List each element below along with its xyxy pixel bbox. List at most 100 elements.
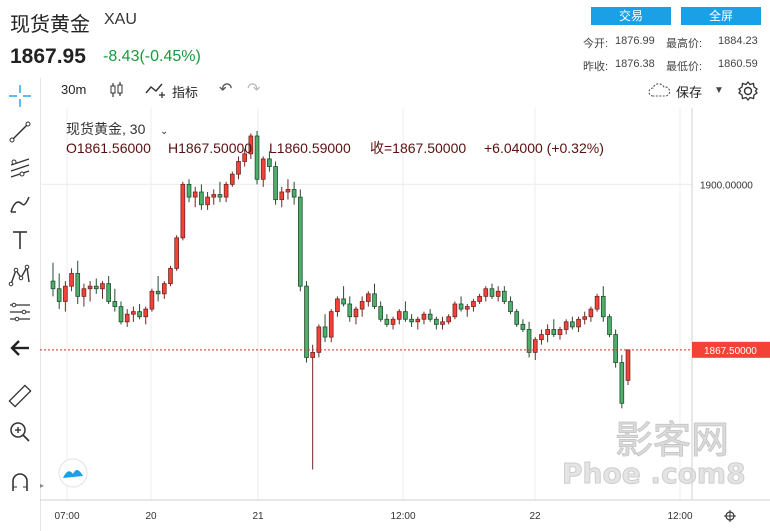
candle-body bbox=[508, 301, 513, 313]
candle-body bbox=[526, 329, 532, 353]
candle-body bbox=[248, 135, 254, 155]
instrument-symbol: XAU bbox=[104, 11, 137, 28]
candle bbox=[421, 311, 427, 325]
candle bbox=[582, 311, 588, 325]
candle bbox=[495, 286, 501, 302]
magnet-icon[interactable] bbox=[8, 470, 32, 494]
candle-body bbox=[69, 273, 74, 287]
candle bbox=[260, 156, 266, 187]
projection-icon[interactable] bbox=[8, 300, 32, 324]
candle-body bbox=[625, 349, 631, 381]
candle bbox=[242, 148, 247, 167]
candle bbox=[328, 309, 334, 343]
candle-body bbox=[514, 311, 520, 325]
candle-body bbox=[260, 158, 266, 180]
ruler-icon[interactable] bbox=[8, 384, 32, 408]
expand-icon[interactable]: ▸ bbox=[40, 481, 45, 490]
candle bbox=[415, 316, 421, 330]
brush-icon[interactable] bbox=[8, 192, 32, 216]
candle bbox=[514, 309, 520, 327]
candle bbox=[594, 293, 600, 312]
cloud-icon[interactable] bbox=[647, 82, 673, 98]
x-tick-label: 12:00 bbox=[390, 511, 415, 522]
candle-body bbox=[594, 295, 600, 310]
legend-low: L1860.59000 bbox=[269, 140, 351, 156]
candle bbox=[607, 314, 612, 338]
candle-body bbox=[464, 306, 470, 310]
candle bbox=[168, 265, 173, 287]
save-button[interactable]: 保存 bbox=[676, 85, 703, 100]
indicators-button[interactable]: 指标 bbox=[172, 85, 199, 100]
candle-body bbox=[131, 311, 136, 315]
candle bbox=[192, 186, 198, 208]
candle-body bbox=[366, 293, 371, 302]
candle-body bbox=[242, 153, 247, 162]
legend-high: H1867.50000 bbox=[168, 140, 252, 156]
back-arrow-icon[interactable] bbox=[8, 336, 32, 360]
candle-body bbox=[56, 288, 62, 302]
candle-body bbox=[341, 298, 346, 305]
candle-body bbox=[421, 313, 427, 320]
chevron-down-icon[interactable]: ⌄ bbox=[160, 126, 168, 137]
candle bbox=[254, 130, 260, 185]
candle bbox=[304, 281, 309, 363]
candle bbox=[100, 281, 105, 299]
prev-close-label: 昨收: bbox=[583, 61, 609, 73]
candle bbox=[489, 283, 495, 299]
candle-body bbox=[223, 183, 229, 198]
candle-body bbox=[112, 301, 118, 307]
text-tool-icon[interactable] bbox=[8, 228, 32, 252]
gear-icon[interactable] bbox=[737, 80, 759, 102]
trend-line-icon[interactable] bbox=[8, 120, 32, 144]
candle-body bbox=[328, 311, 334, 338]
legend: 现货黄金, 30 ⌄ O1861.56000 H1867.50000 L1860… bbox=[66, 121, 604, 156]
candle bbox=[458, 296, 464, 312]
candle bbox=[588, 306, 594, 322]
candles bbox=[50, 130, 631, 470]
candle-body bbox=[199, 191, 204, 206]
undo-icon[interactable]: ↶ bbox=[219, 81, 233, 98]
fib-lines-icon[interactable] bbox=[8, 156, 32, 180]
candles-icon[interactable] bbox=[108, 81, 126, 99]
candle bbox=[81, 283, 87, 307]
candle bbox=[409, 314, 414, 327]
candle-body bbox=[285, 189, 291, 193]
fullscreen-button[interactable]: 全屏 bbox=[681, 7, 761, 25]
candle-body bbox=[118, 306, 124, 323]
candle-body bbox=[539, 334, 544, 341]
candle bbox=[563, 319, 569, 335]
instrument-title: 现货黄金 bbox=[10, 14, 90, 36]
candle bbox=[223, 181, 229, 203]
chevron-down-icon[interactable]: ▼ bbox=[714, 85, 724, 96]
pattern-icon[interactable] bbox=[8, 264, 32, 288]
candle-body bbox=[310, 351, 315, 358]
last-price: 1867.95 bbox=[10, 45, 86, 68]
candle-body bbox=[50, 280, 56, 290]
candle-body bbox=[143, 308, 149, 318]
target-icon[interactable] bbox=[724, 510, 736, 522]
candle-body bbox=[409, 318, 414, 323]
candle-body bbox=[211, 194, 217, 198]
logo-badge[interactable] bbox=[58, 458, 88, 488]
indicators-icon[interactable] bbox=[145, 81, 169, 99]
price-chart[interactable]: 影客网 Phoe .com8 07:00 20 21 12:00 22 12:00 1900… bbox=[40, 108, 770, 531]
watermark: 影客网 Phoe .com8 bbox=[562, 418, 747, 491]
interval-selector[interactable]: 30m bbox=[61, 82, 87, 97]
candle-body bbox=[607, 316, 612, 335]
candle bbox=[174, 235, 179, 271]
candle bbox=[161, 281, 167, 299]
candle bbox=[570, 316, 575, 330]
candle-body bbox=[372, 293, 377, 307]
candle-body bbox=[63, 285, 68, 302]
legend-title[interactable]: 现货黄金, 30 bbox=[66, 121, 146, 137]
candle-body bbox=[545, 329, 550, 335]
high-label: 最高价: bbox=[666, 38, 703, 50]
candle-body bbox=[291, 189, 297, 198]
trade-button[interactable]: 交易 bbox=[591, 7, 671, 25]
candle-body bbox=[588, 308, 594, 318]
candle bbox=[155, 276, 161, 302]
crosshair-icon[interactable] bbox=[8, 84, 32, 108]
redo-icon[interactable]: ↷ bbox=[247, 81, 261, 98]
zoom-in-icon[interactable] bbox=[8, 420, 32, 444]
y-tick-label: 1900.00000 bbox=[700, 180, 753, 191]
